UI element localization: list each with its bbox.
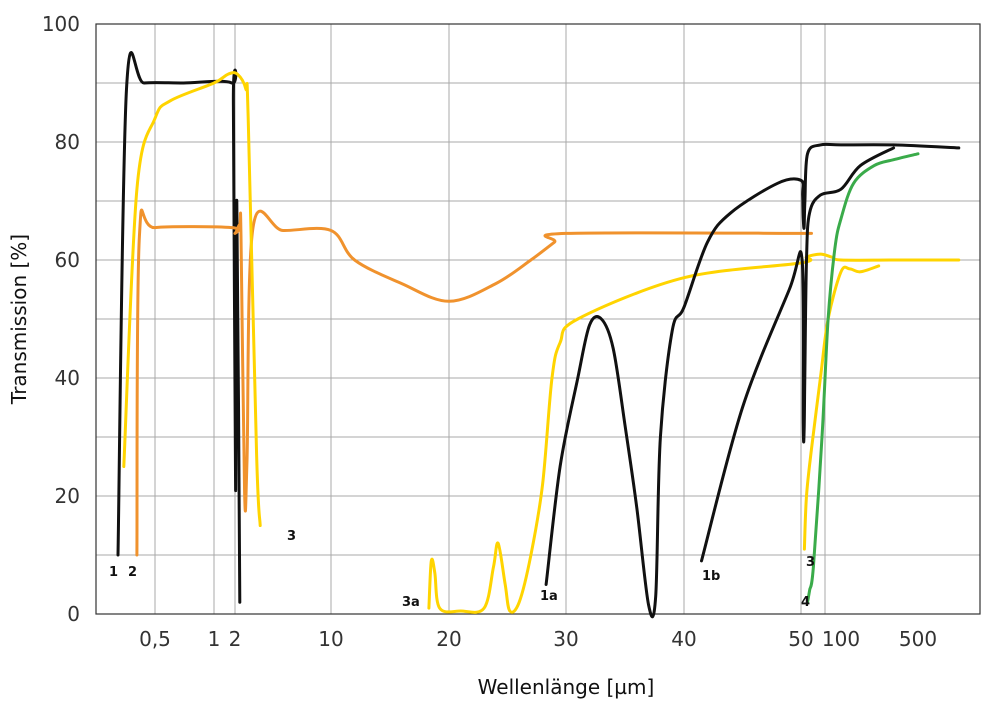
series-layer: [116, 51, 961, 619]
curve-label: 4: [801, 595, 810, 610]
curve-label: 3a: [402, 595, 420, 610]
y-tick-label: 100: [42, 12, 80, 36]
x-ticks: 0,5 1 2 10 20 30 40 50 100 500: [139, 627, 937, 651]
curve-label: 1a: [540, 589, 558, 604]
grid: [96, 24, 980, 614]
y-tick-label: 60: [55, 248, 80, 272]
y-ticks: 0 20 40 60 80 100: [42, 12, 80, 626]
x-tick-label: 40: [671, 627, 696, 651]
curve-label: 3: [287, 529, 296, 544]
x-tick-label: 500: [899, 627, 937, 651]
x-tick-label: 20: [436, 627, 461, 651]
x-tick-label: 0,5: [139, 627, 171, 651]
series-line-5: [700, 146, 896, 563]
series-line-3: [427, 252, 961, 614]
series-line-6: [802, 264, 881, 551]
x-tick-label: 50: [788, 627, 813, 651]
x-tick-label: 2: [229, 627, 242, 651]
plot-frame: [95, 23, 981, 615]
x-tick-label: 30: [553, 627, 578, 651]
curve-labels: 1 2 3 3a 1a 1b 3 4: [109, 529, 815, 610]
series-line-2: [122, 71, 262, 527]
y-tick-label: 0: [67, 602, 80, 626]
x-axis-label: Wellenlänge [µm]: [478, 675, 655, 699]
series-line-0: [116, 51, 242, 604]
curve-label: 1b: [702, 569, 720, 584]
curve-label: 3: [806, 555, 815, 570]
y-axis-label: Transmission [%]: [7, 234, 31, 405]
x-tick-label: 100: [822, 627, 860, 651]
x-tick-label: 10: [318, 627, 343, 651]
series-line-4: [544, 142, 961, 619]
curve-label: 2: [128, 565, 137, 580]
y-tick-label: 80: [55, 130, 80, 154]
y-tick-label: 20: [55, 484, 80, 508]
curve-label: 1: [109, 565, 118, 580]
series-line-7: [806, 152, 920, 604]
x-tick-label: 1: [208, 627, 221, 651]
y-tick-label: 40: [55, 366, 80, 390]
series-line-1: [135, 208, 813, 557]
